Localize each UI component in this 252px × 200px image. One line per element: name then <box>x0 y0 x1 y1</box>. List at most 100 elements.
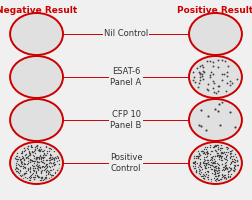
Point <box>41 165 45 168</box>
Point <box>206 175 210 179</box>
Point <box>226 64 230 68</box>
Point <box>32 165 36 168</box>
Point <box>52 162 56 165</box>
Point <box>48 158 52 161</box>
Point <box>39 157 43 161</box>
Point <box>220 172 224 176</box>
Point <box>50 156 54 159</box>
Point <box>213 165 217 168</box>
Point <box>224 89 228 92</box>
Point <box>223 152 227 155</box>
Point <box>14 163 18 166</box>
Point <box>36 167 40 170</box>
Point <box>205 152 209 155</box>
Point <box>204 172 208 176</box>
Point <box>220 158 224 162</box>
Point <box>214 178 218 181</box>
Point <box>201 152 205 155</box>
Point <box>216 173 220 176</box>
Point <box>228 168 232 171</box>
Point <box>35 160 39 164</box>
Point <box>22 159 26 162</box>
Point <box>206 158 210 161</box>
Point <box>212 161 216 164</box>
Point <box>219 144 223 147</box>
Point <box>205 153 209 156</box>
Point <box>42 152 46 156</box>
Point <box>204 155 208 158</box>
Point <box>13 167 17 170</box>
Point <box>44 163 48 167</box>
Point <box>32 165 36 168</box>
Point <box>37 148 41 152</box>
Point <box>40 150 44 153</box>
Point <box>50 165 54 168</box>
Point <box>33 159 37 162</box>
Point <box>212 165 216 168</box>
Point <box>228 156 232 159</box>
Point <box>197 171 201 174</box>
Point <box>217 163 221 166</box>
Point <box>55 155 59 158</box>
Point <box>48 156 52 160</box>
Point <box>42 161 46 164</box>
Point <box>216 153 220 156</box>
Point <box>28 178 32 181</box>
Point <box>22 146 26 149</box>
Point <box>214 165 218 168</box>
Point <box>197 152 201 155</box>
Point <box>30 159 34 162</box>
Point <box>235 78 239 81</box>
Point <box>225 146 229 149</box>
Point <box>205 155 209 158</box>
Point <box>45 149 49 153</box>
Point <box>224 150 228 154</box>
Point <box>224 164 228 167</box>
Point <box>28 144 33 147</box>
Point <box>191 70 195 73</box>
Point <box>231 154 235 157</box>
Point <box>215 154 219 157</box>
Point <box>204 150 208 153</box>
Point <box>28 161 32 164</box>
Point <box>22 157 26 160</box>
Point <box>28 161 32 164</box>
Point <box>23 154 27 157</box>
Point <box>198 157 202 160</box>
Point <box>202 163 206 167</box>
Point <box>191 78 195 81</box>
Point <box>228 163 232 166</box>
Point <box>215 154 219 157</box>
Point <box>217 168 221 172</box>
Point <box>35 174 39 177</box>
Point <box>53 162 57 165</box>
Point <box>221 152 225 155</box>
Point <box>207 162 211 166</box>
Point <box>226 150 230 154</box>
Point <box>195 161 199 164</box>
Point <box>194 171 198 174</box>
Point <box>216 109 220 112</box>
Point <box>224 157 228 161</box>
Point <box>220 73 224 76</box>
Point <box>201 162 205 165</box>
Point <box>225 154 229 158</box>
Point <box>198 161 202 164</box>
Point <box>44 158 48 161</box>
Point <box>201 77 205 80</box>
Point <box>214 149 218 153</box>
Point <box>38 154 42 157</box>
Point <box>37 176 41 179</box>
Point <box>210 73 214 76</box>
Point <box>212 90 216 93</box>
Point <box>31 167 35 170</box>
Point <box>216 147 220 150</box>
Point <box>53 170 57 174</box>
Point <box>18 173 22 177</box>
Point <box>20 174 24 177</box>
Point <box>191 162 195 165</box>
Point <box>214 174 218 178</box>
Point <box>230 149 234 152</box>
Point <box>52 156 56 160</box>
Point <box>216 148 220 151</box>
